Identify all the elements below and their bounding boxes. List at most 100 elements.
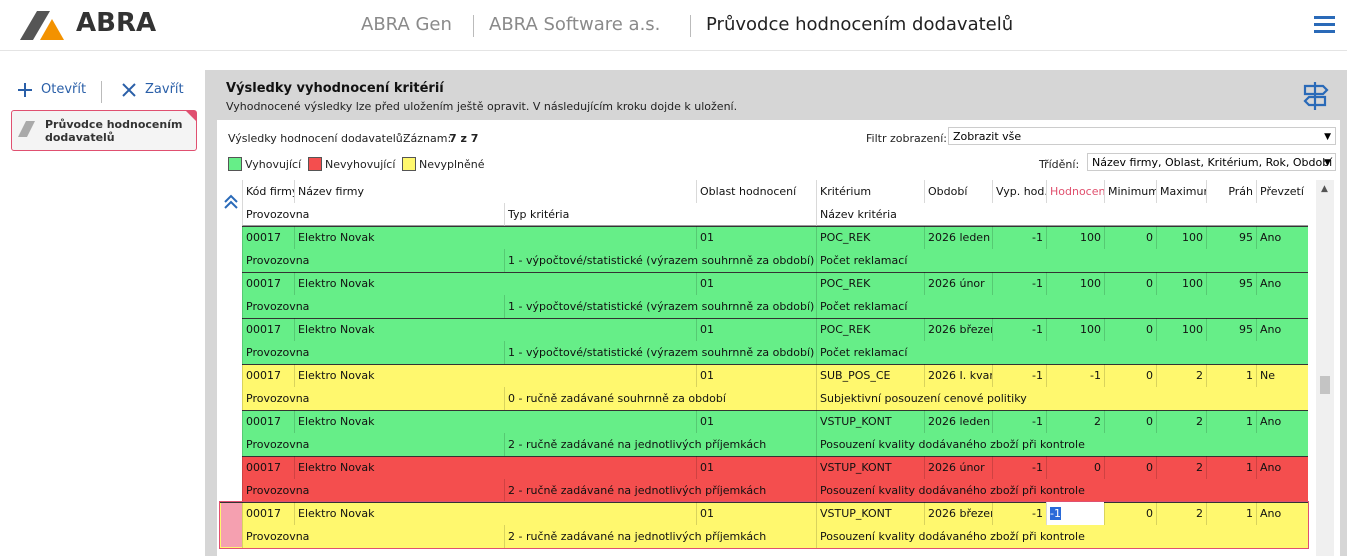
cell: Ano: [1256, 226, 1308, 249]
grid-label: Výsledky hodnocení dodavatelů:: [228, 132, 407, 145]
item-corner: [186, 111, 196, 121]
cell: Provozovna: [242, 433, 504, 456]
cell: 0 - ručně zadávané souhrnně za období: [504, 387, 816, 410]
sidebar-item[interactable]: Průvodce hodnocením dodavatelů: [11, 110, 197, 151]
cell: 2: [1156, 410, 1206, 433]
header: ABRA ABRA Gen ABRA Software a.s. Průvodc…: [0, 0, 1347, 51]
cell[interactable]: -1: [1046, 502, 1104, 525]
separator: [473, 15, 474, 37]
cell: 2 - ručně zadávané na jednotlivých příje…: [504, 479, 816, 502]
cell: 01: [696, 502, 816, 525]
logo-icon: [20, 11, 64, 40]
cell: 2026 únor: [924, 272, 992, 295]
cell: Provozovna: [242, 249, 504, 272]
column-header: Hodnocení: [1046, 180, 1104, 203]
cell: 95: [1206, 318, 1256, 341]
cell: 1 - výpočtové/statistické (výrazem souhr…: [504, 249, 816, 272]
cell: 00017: [242, 318, 294, 341]
table-row[interactable]: [219, 501, 1309, 549]
table-row[interactable]: [242, 410, 1308, 456]
filter-combo[interactable]: Zobrazit vše ▼: [948, 127, 1336, 145]
app-name[interactable]: ABRA Gen: [361, 14, 452, 35]
cell: Ano: [1256, 318, 1308, 341]
cell: 0: [1046, 456, 1104, 479]
company-name[interactable]: ABRA Software a.s.: [489, 14, 661, 35]
cell: Elektro Novak: [294, 502, 696, 525]
legend-swatch: [402, 157, 416, 171]
cell: 2: [1156, 364, 1206, 387]
cell: 00017: [242, 364, 294, 387]
sidebar: Otevřít Zavřít Průvodce hodnocením dodav…: [0, 51, 205, 556]
column-header: Práh: [1206, 180, 1256, 203]
cell: 2026 leden: [924, 226, 992, 249]
cell: 2: [1046, 410, 1104, 433]
cell: Provozovna: [242, 295, 504, 318]
cell: VSTUP_KONT: [816, 410, 924, 433]
cell: -1: [992, 502, 1046, 525]
cell: 100: [1046, 272, 1104, 295]
cell: 100: [1156, 272, 1206, 295]
table-row[interactable]: [242, 272, 1308, 318]
column-header: Období: [924, 180, 992, 203]
cell: -1: [992, 456, 1046, 479]
filter-value: Zobrazit vše: [953, 130, 1022, 143]
item-icon: [18, 121, 35, 137]
cell: 1 - výpočtové/statistické (výrazem souhr…: [504, 295, 816, 318]
cell: 0: [1104, 502, 1156, 525]
cell: 0: [1104, 272, 1156, 295]
cell: 1: [1206, 456, 1256, 479]
edit-value: -1: [1050, 507, 1061, 520]
cell: Posouzení kvality dodávaného zboží při k…: [816, 479, 1308, 502]
cell: POC_REK: [816, 226, 924, 249]
legend-label: Nevyplněné: [419, 158, 485, 171]
cell: 2: [1156, 456, 1206, 479]
open-button[interactable]: Otevřít: [41, 82, 87, 97]
cell: 00017: [242, 456, 294, 479]
menu-icon[interactable]: [1314, 15, 1336, 35]
scroll-thumb[interactable]: [1320, 376, 1330, 394]
sort-combo[interactable]: Název firmy, Oblast, Kritérium, Rok, Obd…: [1087, 153, 1336, 171]
cell: -1: [992, 226, 1046, 249]
cell: Elektro Novak: [294, 364, 696, 387]
cell: 2026 leden: [924, 410, 992, 433]
cell: Ano: [1256, 272, 1308, 295]
scroll-up[interactable]: ▲: [1321, 184, 1328, 194]
guide-icon[interactable]: [1301, 80, 1331, 112]
cell: Elektro Novak: [294, 318, 696, 341]
column-header: Vyp. hod.: [992, 180, 1046, 203]
table-row[interactable]: [242, 364, 1308, 410]
legend-swatch: [228, 157, 242, 171]
cell: 100: [1046, 226, 1104, 249]
record-count: 7 z 7: [449, 132, 479, 145]
cell: 0: [1104, 410, 1156, 433]
cell: 0: [1104, 226, 1156, 249]
cell: Elektro Novak: [294, 410, 696, 433]
table-row[interactable]: [242, 318, 1308, 364]
cell: Ano: [1256, 456, 1308, 479]
cell: 00017: [242, 272, 294, 295]
cell: VSTUP_KONT: [816, 502, 924, 525]
cell: 0: [1104, 364, 1156, 387]
cell: 01: [696, 272, 816, 295]
sort-value: Název firmy, Oblast, Kritérium, Rok, Obd…: [1092, 156, 1333, 169]
panel-subtitle: Vyhodnocené výsledky lze před uložením j…: [226, 100, 738, 113]
close-button[interactable]: Zavřít: [145, 82, 184, 97]
cell: POC_REK: [816, 318, 924, 341]
table-row[interactable]: [242, 226, 1308, 272]
cell: 1: [1206, 410, 1256, 433]
scrollbar[interactable]: ▲: [1316, 180, 1334, 556]
page-title: Průvodce hodnocením dodavatelů: [706, 14, 1014, 35]
table-row[interactable]: [242, 456, 1308, 502]
collapse-icon[interactable]: [224, 194, 238, 210]
column-header: Převzetí: [1256, 180, 1308, 203]
cell: 2026 březen: [924, 318, 992, 341]
cell: 00017: [242, 410, 294, 433]
filter-label: Filtr zobrazení:: [866, 132, 947, 145]
cell: 2026 únor: [924, 456, 992, 479]
close-icon: [122, 83, 136, 97]
cell: 01: [696, 318, 816, 341]
cell: 01: [696, 410, 816, 433]
record-label: Záznam:: [403, 132, 452, 145]
cell: 2: [1156, 502, 1206, 525]
cell: Provozovna: [242, 341, 504, 364]
